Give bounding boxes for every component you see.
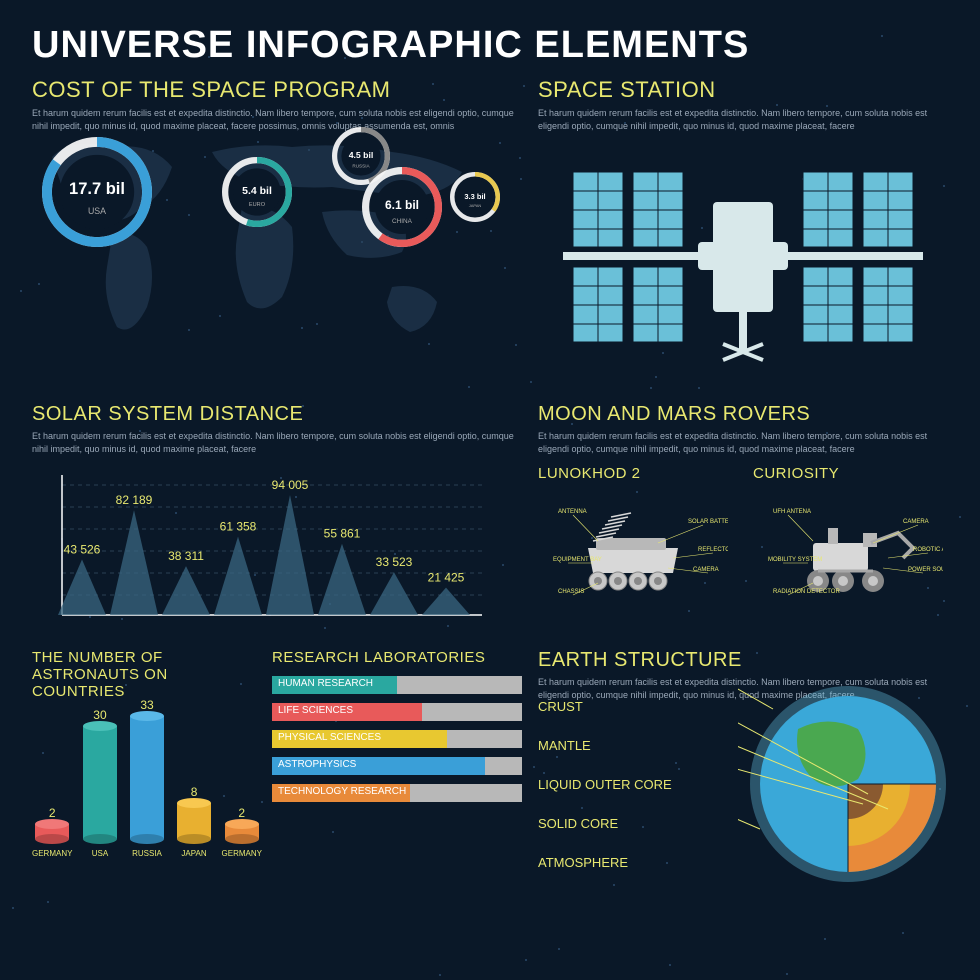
research-bar-physical-sciences: PHYSICAL SCIENCES xyxy=(272,728,522,750)
svg-text:82 189: 82 189 xyxy=(116,493,153,507)
earth-title: EARTH STRUCTURE xyxy=(538,649,948,672)
svg-text:CHINA: CHINA xyxy=(392,218,413,225)
astro-bar-russia: 33 RUSSIA xyxy=(127,698,166,858)
svg-text:61 358: 61 358 xyxy=(220,520,257,534)
rover-name-0: LUNOKHOD 2 xyxy=(538,465,733,482)
svg-text:94 005: 94 005 xyxy=(272,478,309,492)
svg-text:CHASSIS: CHASSIS xyxy=(558,589,584,595)
svg-text:33 523: 33 523 xyxy=(376,555,413,569)
station-title: SPACE STATION xyxy=(538,77,948,103)
svg-text:SOLAR BATTERY: SOLAR BATTERY xyxy=(688,519,728,525)
cost-ring-china: 6.1 bil CHINA xyxy=(362,167,442,247)
svg-text:4.5 bil: 4.5 bil xyxy=(349,150,374,160)
svg-text:MOBILITY SYSTEM: MOBILITY SYSTEM xyxy=(768,557,822,563)
research-bar-life-sciences: LIFE SCIENCES xyxy=(272,701,522,723)
station-section: SPACE STATION Et harum quidem rerum faci… xyxy=(538,77,948,387)
cost-ring-euro: 5.4 bil EURO xyxy=(222,157,292,227)
solar-chart: 43 526 82 189 38 311 61 358 94 005 55 861 33 5… xyxy=(32,465,492,625)
svg-text:CAMERA: CAMERA xyxy=(693,567,719,573)
svg-text:5.4 bil: 5.4 bil xyxy=(242,185,272,197)
earth-label-4: ATMOSPHERE xyxy=(538,855,672,870)
rover-icon-0: ANTENNA SOLAR BATTERY REFLECTOR CAMERA EQUIP… xyxy=(538,488,728,608)
cost-title: COST OF THE SPACE PROGRAM xyxy=(32,77,522,103)
svg-text:EURO: EURO xyxy=(249,202,266,208)
station-desc: Et harum quidem rerum facilis est et exp… xyxy=(538,107,948,132)
space-station-icon xyxy=(538,142,948,372)
rovers-title: MOON AND MARS ROVERS xyxy=(538,403,948,426)
astronauts-research-section: THE NUMBER OF ASTRONAUTS ON COUNTRIES 2 … xyxy=(32,649,522,879)
svg-text:ANTENNA: ANTENNA xyxy=(558,509,587,515)
astro-bar-germany: 2 GERMANY xyxy=(32,806,72,858)
astro-bar-japan: 8 JAPAN xyxy=(175,785,214,858)
astro-bar-usa: 30 USA xyxy=(80,708,119,858)
svg-text:RADIATION DETECTOR: RADIATION DETECTOR xyxy=(773,589,840,595)
research-bar-human-research: HUMAN RESEARCH xyxy=(272,674,522,696)
svg-text:UFH ANTENA: UFH ANTENA xyxy=(773,509,811,515)
svg-text:38 311: 38 311 xyxy=(168,549,204,563)
cost-section: COST OF THE SPACE PROGRAM Et harum quide… xyxy=(32,77,522,387)
svg-text:3.3 bil: 3.3 bil xyxy=(464,192,485,201)
svg-text:43 526: 43 526 xyxy=(64,543,101,557)
svg-text:17.7 bil: 17.7 bil xyxy=(69,180,125,198)
main-title: UNIVERSE INFOGRAPHIC ELEMENTS xyxy=(32,24,948,67)
svg-text:EQUIPMENT BAY: EQUIPMENT BAY xyxy=(553,557,602,563)
research-bar-technology-research: TECHNOLOGY RESEARCH xyxy=(272,782,522,804)
svg-text:ROBOTIC ARM: ROBOTIC ARM xyxy=(913,547,943,553)
cost-ring-japan: 3.3 bil JAPAN xyxy=(450,172,500,222)
rovers-section: MOON AND MARS ROVERS Et harum quidem rer… xyxy=(538,403,948,633)
cost-ring-usa: 17.7 bil USA xyxy=(42,137,152,247)
earth-label-0: CRUST xyxy=(538,699,672,714)
svg-text:21 425: 21 425 xyxy=(428,571,465,585)
earth-label-1: MANTLE xyxy=(538,738,672,753)
earth-label-3: SOLID CORE xyxy=(538,816,672,831)
earth-label-2: LIQUID OUTER CORE xyxy=(538,777,672,792)
solar-desc: Et harum quidem rerum facilis est et exp… xyxy=(32,430,522,455)
research-title: RESEARCH LABORATORIES xyxy=(272,649,522,666)
rover-1: CURIOSITY UFH ANTENA CAMERA ROBOTIC ARM POW… xyxy=(753,465,948,613)
rovers-desc: Et harum quidem rerum facilis est et exp… xyxy=(538,430,948,455)
svg-text:REFLECTOR: REFLECTOR xyxy=(698,547,728,553)
svg-text:55 861: 55 861 xyxy=(324,527,361,541)
svg-text:CAMERA: CAMERA xyxy=(903,519,929,525)
earth-section: EARTH STRUCTURE Et harum quidem rerum fa… xyxy=(538,649,948,879)
solar-section: SOLAR SYSTEM DISTANCE Et harum quidem re… xyxy=(32,403,522,633)
astro-bar-germany: 2 GERMANY xyxy=(222,806,262,858)
solar-title: SOLAR SYSTEM DISTANCE xyxy=(32,403,522,426)
research-bar-astrophysics: ASTROPHYSICS xyxy=(272,755,522,777)
rover-0: LUNOKHOD 2 ANTENNA SOLAR BATTERY REFLECTOR… xyxy=(538,465,733,613)
svg-text:JAPAN: JAPAN xyxy=(469,203,482,208)
rover-name-1: CURIOSITY xyxy=(753,465,948,482)
rover-icon-1: UFH ANTENA CAMERA ROBOTIC ARM POWER SOURCE M… xyxy=(753,488,943,608)
astronauts-title: THE NUMBER OF ASTRONAUTS ON COUNTRIES xyxy=(32,649,262,700)
svg-text:6.1 bil: 6.1 bil xyxy=(385,198,419,212)
earth-diagram xyxy=(738,679,948,889)
svg-text:POWER SOURCE: POWER SOURCE xyxy=(908,567,943,573)
svg-text:USA: USA xyxy=(88,206,106,216)
